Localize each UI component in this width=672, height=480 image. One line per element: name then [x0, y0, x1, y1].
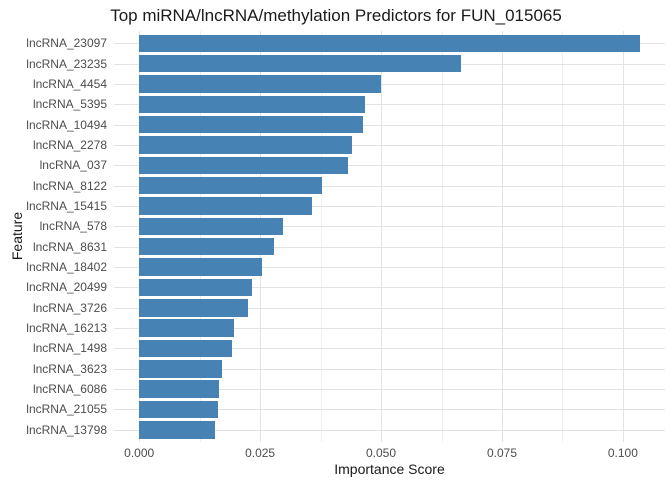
bar-lncRNA_037	[139, 156, 349, 174]
bar-lncRNA_13798	[139, 421, 216, 439]
y-tick-label: lncRNA_2278	[32, 137, 107, 152]
y-tick-label: lncRNA_15415	[26, 199, 107, 213]
gridline-vertical-minor	[199, 31, 201, 442]
gridline-horizontal-major	[114, 307, 665, 309]
plot-panel	[114, 31, 665, 442]
x-tick-label: 0.075	[486, 446, 518, 460]
bar-lncRNA_578	[139, 217, 284, 236]
gridline-horizontal-major	[114, 185, 665, 187]
gridline-horizontal-major	[114, 104, 665, 106]
gridline-horizontal-major	[114, 165, 665, 167]
gridline-horizontal-major	[114, 348, 665, 350]
gridline-vertical-major	[502, 31, 503, 442]
bar-lncRNA_20499	[139, 278, 252, 297]
x-tick-label: 0.025	[245, 446, 276, 460]
bar-lncRNA_23097	[139, 34, 640, 52]
y-tick-label: lncRNA_13798	[26, 422, 107, 437]
gridline-vertical-minor	[320, 31, 322, 442]
gridline-horizontal-major	[114, 429, 665, 431]
gridline-horizontal-major	[114, 389, 665, 391]
gridline-horizontal-major	[114, 368, 665, 370]
x-tick-label: 0.000	[124, 446, 155, 460]
y-tick-label: lncRNA_8631	[32, 239, 107, 254]
bar-lncRNA_5395	[139, 95, 366, 113]
gridline-horizontal-major	[114, 226, 665, 228]
chart-title: Top miRNA/lncRNA/methylation Predictors …	[110, 6, 562, 25]
bar-lncRNA_3726	[139, 299, 248, 317]
y-tick-label: lncRNA_18402	[26, 260, 107, 274]
gridline-vertical-major	[260, 31, 262, 442]
y-tick-label: lncRNA_10494	[26, 117, 107, 132]
y-tick-label: lncRNA_578	[39, 219, 107, 234]
gridline-horizontal-major	[114, 83, 665, 85]
y-tick-label: lncRNA_1498	[32, 341, 107, 356]
y-tick-label: lncRNA_5395	[32, 97, 107, 112]
gridline-horizontal-major	[114, 267, 665, 268]
gridline-horizontal-major	[114, 246, 665, 248]
bar-lncRNA_15415	[139, 197, 313, 215]
gridline-vertical-major	[139, 31, 141, 442]
y-tick-label: lncRNA_4454	[32, 76, 107, 91]
x-axis-title: Importance Score	[334, 461, 445, 477]
gridline-horizontal-major	[114, 328, 665, 330]
x-tick-label: 0.050	[365, 446, 397, 460]
bar-lncRNA_10494	[139, 115, 364, 134]
y-tick-label: lncRNA_21055	[26, 402, 107, 417]
y-tick-label: lncRNA_6086	[32, 382, 107, 397]
bar-lncRNA_1498	[139, 339, 233, 358]
bar-lncRNA_16213	[139, 319, 234, 337]
y-tick-label: lncRNA_3623	[32, 361, 107, 376]
y-tick-label: lncRNA_23097	[26, 36, 107, 51]
y-tick-label: lncRNA_8122	[32, 178, 107, 193]
gridline-horizontal-major	[114, 124, 665, 126]
y-tick-label: lncRNA_23235	[26, 56, 107, 71]
gridline-vertical-major	[381, 31, 382, 442]
bar-lncRNA_18402	[139, 258, 263, 276]
bar-lncRNA_4454	[139, 75, 382, 93]
gridline-vertical-major	[622, 31, 624, 442]
bar-lncRNA_2278	[139, 136, 353, 154]
bar-lncRNA_3623	[139, 360, 223, 378]
bar-lncRNA_23235	[139, 54, 461, 73]
gridline-vertical-minor	[441, 31, 443, 442]
y-tick-label: lncRNA_16213	[26, 321, 107, 336]
y-tick-label: lncRNA_037	[39, 158, 107, 173]
gridline-horizontal-major	[114, 409, 665, 411]
gridline-horizontal-major	[114, 144, 665, 146]
y-tick-label: lncRNA_3726	[32, 300, 107, 315]
x-tick-label: 0.100	[607, 446, 638, 460]
gridline-horizontal-major	[114, 206, 665, 207]
y-tick-label: lncRNA_20499	[26, 280, 107, 295]
bar-lncRNA_8631	[139, 237, 275, 256]
bar-lncRNA_21055	[139, 400, 219, 419]
gridline-horizontal-major	[114, 287, 665, 289]
bar-lncRNA_6086	[139, 380, 219, 398]
gridline-vertical-minor	[562, 31, 564, 442]
bar-lncRNA_8122	[139, 176, 323, 195]
